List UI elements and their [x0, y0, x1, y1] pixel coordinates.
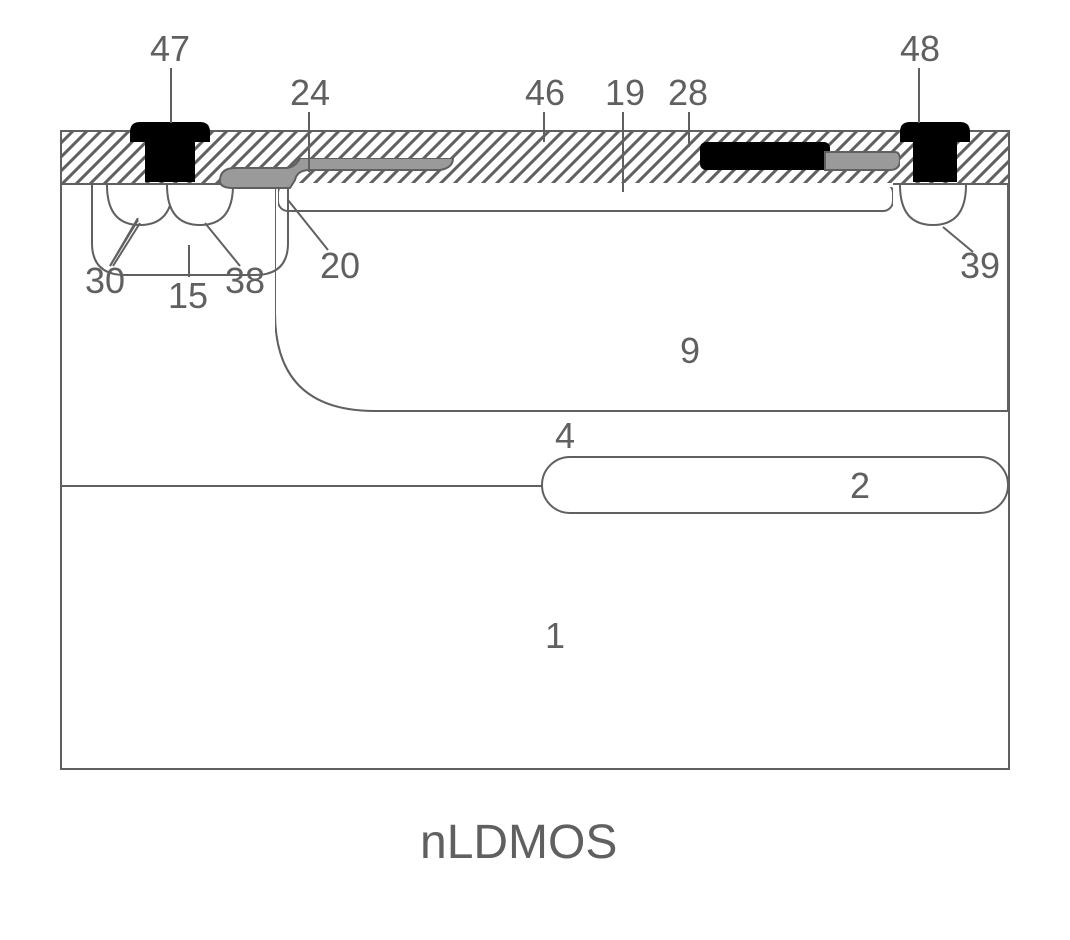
gate-poly-24 [215, 158, 455, 193]
leader-39-line [938, 222, 978, 257]
label-15: 15 [168, 275, 208, 317]
leader-19 [622, 112, 624, 192]
label-48: 48 [900, 28, 940, 70]
leader-15 [188, 245, 190, 277]
label-28: 28 [668, 72, 708, 114]
drain-metal-48 [895, 122, 975, 187]
label-9: 9 [680, 330, 700, 372]
leader-30-line [108, 218, 148, 268]
leader-48 [918, 68, 920, 123]
buried-layer-2 [540, 455, 1010, 515]
label-1: 1 [545, 615, 565, 657]
leader-47 [170, 68, 172, 123]
field-plate-28 [700, 142, 900, 172]
leader-46 [543, 112, 545, 142]
label-47: 47 [150, 28, 190, 70]
label-46: 46 [525, 72, 565, 114]
leader-38-line [200, 218, 245, 268]
diagram-title: nLDMOS [420, 815, 617, 870]
source-metal-47 [125, 122, 215, 187]
label-24: 24 [290, 72, 330, 114]
label-19: 19 [605, 72, 645, 114]
leader-24 [308, 112, 310, 172]
label-2: 2 [850, 465, 870, 507]
leader-20-line [283, 195, 333, 255]
leader-28 [688, 112, 690, 147]
label-4: 4 [555, 415, 575, 457]
